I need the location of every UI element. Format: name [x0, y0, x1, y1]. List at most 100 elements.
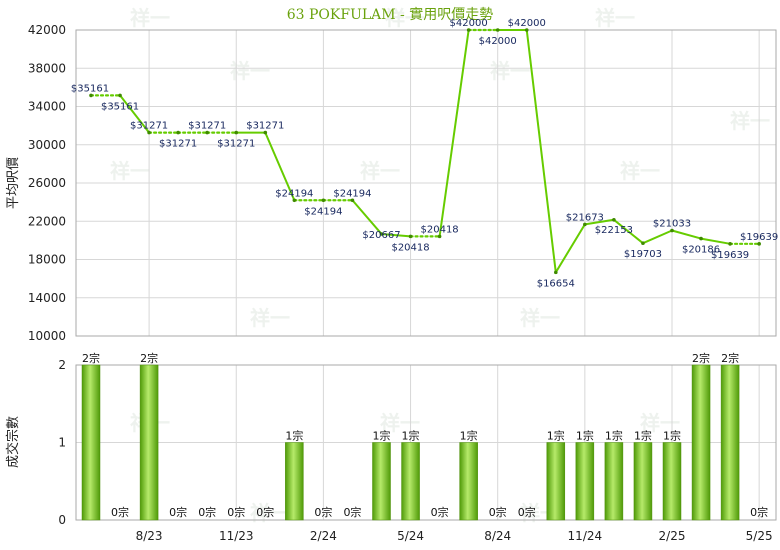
- price-data-label: $20186: [682, 245, 720, 256]
- price-point: [205, 130, 209, 135]
- price-point: [118, 93, 122, 98]
- watermark-text: 祥一: [250, 306, 290, 330]
- count-bar-label: 1宗: [373, 429, 391, 443]
- x-tick-label: 11/23: [219, 529, 254, 543]
- count-bar-label: 1宗: [285, 429, 303, 443]
- price-data-label: $42000: [479, 36, 517, 47]
- price-segment: [119, 94, 151, 134]
- price-y-tick-label: 38000: [28, 61, 66, 75]
- price-data-label: $20667: [362, 230, 400, 241]
- price-data-label: $20418: [421, 224, 459, 235]
- price-y-tick-label: 30000: [28, 138, 66, 152]
- price-point: [379, 232, 384, 236]
- price-segment: [700, 237, 732, 245]
- price-y-tick-label: 42000: [28, 23, 66, 37]
- price-data-label: $22153: [595, 225, 633, 236]
- count-bar-label: 0宗: [750, 505, 768, 519]
- price-y-tick-label: 34000: [28, 100, 66, 114]
- x-tick-label: 8/23: [136, 529, 163, 543]
- count-bar: [691, 364, 711, 521]
- count-bar-label: 1宗: [634, 429, 652, 443]
- watermark-layer: 祥一祥一祥一祥一祥一祥一祥一祥一祥一祥一祥一祥一祥一祥一祥一祥一: [110, 6, 770, 525]
- price-point: [408, 234, 413, 239]
- count-bar: [633, 442, 653, 521]
- price-segment: [583, 218, 615, 226]
- price-segment: [380, 232, 412, 238]
- price-data-label: $24194: [304, 206, 342, 217]
- price-point: [437, 234, 442, 239]
- count-bar: [720, 364, 740, 521]
- price-segment: [264, 131, 296, 202]
- count-bar-label: 2宗: [721, 351, 739, 365]
- count-bar-label: 1宗: [547, 429, 565, 443]
- count-bar-label: 0宗: [518, 505, 536, 519]
- x-tick-label: 11/24: [568, 529, 603, 543]
- count-plot-frame: [75, 364, 777, 521]
- price-point: [234, 130, 239, 135]
- watermark-text: 祥一: [130, 6, 170, 30]
- price-data-label: $31271: [130, 121, 168, 132]
- price-data-label: $16654: [537, 278, 575, 289]
- count-bar: [575, 442, 595, 521]
- count-bar-label: 1宗: [576, 429, 594, 443]
- watermark-text: 祥一: [640, 411, 680, 435]
- count-bar-label: 1宗: [460, 429, 478, 443]
- count-bar-label: 1宗: [402, 429, 420, 443]
- price-data-label: $19639: [740, 232, 778, 243]
- count-y-axis-label: 成交宗數: [5, 416, 21, 468]
- count-bar-label: 0宗: [314, 505, 332, 519]
- price-point: [466, 28, 471, 32]
- count-bar-label: 0宗: [256, 505, 274, 519]
- count-bar: [81, 364, 101, 521]
- price-data-label: $21673: [566, 212, 604, 223]
- count-bar-label: 0宗: [198, 505, 216, 519]
- price-point: [583, 222, 587, 227]
- price-segment: [671, 229, 703, 240]
- count-bar: [401, 442, 420, 521]
- price-data-label: $35161: [71, 83, 109, 94]
- count-bar-label: 0宗: [343, 505, 361, 519]
- count-y-tick-label: 1: [58, 436, 66, 450]
- x-tick-label: 2/24: [310, 529, 337, 543]
- price-y-tick-label: 10000: [28, 329, 66, 343]
- watermark-text: 祥一: [490, 59, 530, 83]
- price-data-label: $31271: [217, 139, 255, 150]
- count-bar-label: 0宗: [227, 505, 245, 519]
- count-y-tick-label: 0: [58, 513, 66, 527]
- price-segment: [525, 29, 557, 274]
- x-tick-label: 5/25: [746, 529, 773, 543]
- count-bar: [372, 442, 391, 521]
- price-y-tick-label: 18000: [28, 253, 66, 267]
- price-point: [350, 198, 355, 203]
- price-point: [641, 241, 645, 246]
- watermark-text: 祥一: [250, 501, 290, 525]
- price-y-tick-label: 14000: [28, 291, 66, 305]
- x-tick-label: 2/25: [659, 529, 686, 543]
- price-point: [728, 242, 732, 246]
- price-segment: [641, 229, 673, 245]
- count-bar-label: 0宗: [169, 505, 187, 519]
- price-data-label: $21033: [653, 218, 691, 229]
- price-data-label: $19639: [711, 250, 749, 261]
- price-plot-frame: [75, 29, 777, 337]
- count-bar: [604, 442, 624, 521]
- watermark-text: 祥一: [620, 159, 660, 183]
- price-segment: [351, 199, 383, 235]
- watermark-text: 祥一: [385, 6, 425, 30]
- price-data-label: $31271: [246, 121, 284, 132]
- count-bar-label: 1宗: [663, 429, 681, 443]
- count-y-tick-label: 2: [58, 358, 66, 372]
- count-bar-label: 1宗: [605, 429, 623, 443]
- price-point: [147, 130, 151, 135]
- price-grid: [76, 29, 776, 337]
- count-bar-label: 0宗: [111, 505, 129, 519]
- count-bar-label: 2宗: [692, 351, 710, 365]
- watermark-text: 祥一: [520, 306, 560, 330]
- watermark-text: 祥一: [380, 411, 420, 435]
- chart-title: 63 POKFULAM - 實用呎價走勢: [287, 6, 494, 23]
- count-bar-label: 0宗: [431, 505, 449, 519]
- price-segment: [612, 218, 644, 245]
- price-data-label: $24194: [275, 188, 313, 199]
- count-bar: [139, 364, 159, 521]
- count-bar: [285, 442, 304, 521]
